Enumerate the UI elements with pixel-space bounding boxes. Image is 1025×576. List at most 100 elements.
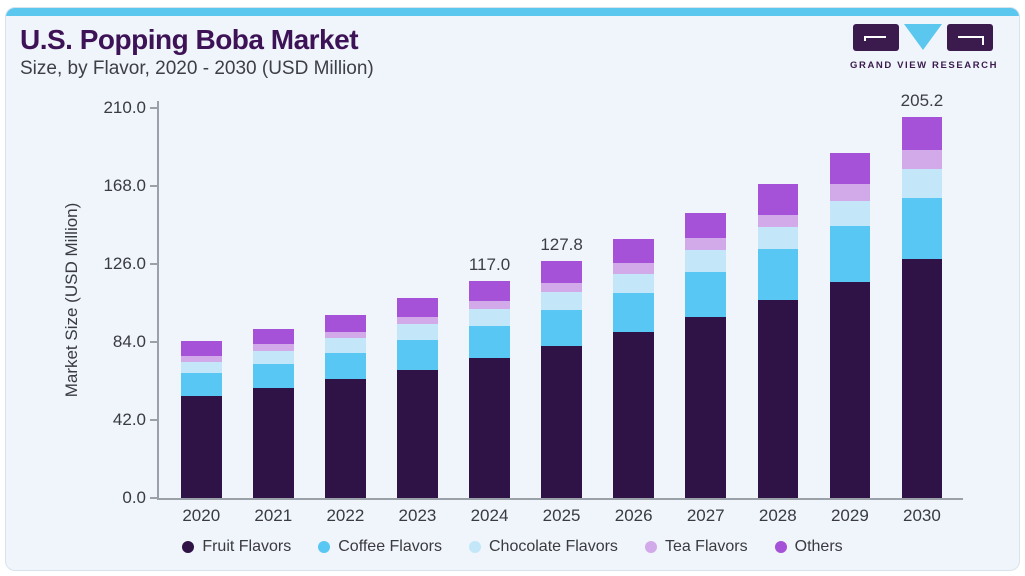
bar-2029-segment-chocolate-flavors [829,200,871,227]
bar-2024-segment-tea-flavors [469,300,510,310]
x-tick-label: 2028 [758,506,797,525]
y-tick-label: 0.0 [122,488,146,507]
bar-2021-segment-tea-flavors [253,344,294,352]
bar-2029-segment-others [829,152,871,185]
logo-r-glyph [958,36,984,45]
bar-2022-segment-coffee-flavors [325,352,366,379]
bar-2020-segment-chocolate-flavors [181,362,222,374]
x-axis-line [157,498,963,500]
legend-swatch-icon [644,541,657,553]
logo-v-icon [904,24,942,50]
bar-2030-segment-fruit-flavors [901,259,943,498]
bar-2025-segment-others [541,260,582,283]
legend-label: Coffee Flavors [338,538,442,555]
legend-item-chocolate-flavors: Chocolate Flavors [468,538,618,556]
legend-swatch-icon [774,541,787,553]
bar-2024-segment-chocolate-flavors [469,309,510,327]
legend-swatch-icon [318,541,331,553]
bar-2026-segment-fruit-flavors [613,332,654,498]
bar-2027-segment-tea-flavors [685,238,726,251]
bar-2028-segment-chocolate-flavors [757,227,799,249]
legend-item-others: Others [774,538,843,556]
x-tick-label: 2030 [903,506,941,525]
bar-2028-segment-fruit-flavors [757,300,799,498]
bar-2028-segment-coffee-flavors [757,248,799,301]
bar-2023-segment-coffee-flavors [397,340,438,370]
legend-label: Chocolate Flavors [488,538,618,555]
bar-2020-segment-tea-flavors [181,355,222,363]
y-tick-mark [150,107,157,109]
bar-2022-segment-fruit-flavors [325,378,366,498]
y-tick-mark [150,185,157,187]
bar-2025-segment-coffee-flavors [541,310,582,347]
bar-2028-segment-tea-flavors [757,214,799,228]
bar-2022-segment-others [325,314,366,333]
bar-2020-segment-fruit-flavors [181,395,222,498]
bar-2027-segment-others [685,212,726,239]
bar-2027-segment-fruit-flavors [685,317,726,498]
bar-2021-segment-coffee-flavors [253,363,294,389]
bar-2023-segment-others [397,297,438,317]
gvr-logo-marks [853,24,993,51]
y-tick-label: 42.0 [112,410,146,429]
y-axis-title: Market Size (USD Million) [62,202,81,398]
legend-item-tea-flavors: Tea Flavors [644,538,748,556]
legend-swatch-icon [468,541,481,553]
gvr-logo: GRAND VIEW RESEARCH [850,24,998,71]
bar-2024-segment-others [469,280,510,301]
bar-2024-segment-coffee-flavors [469,326,510,358]
legend-label: Others [794,538,843,555]
x-tick-label: 2029 [830,506,869,525]
y-tick-mark [150,419,157,421]
bar-2029-segment-tea-flavors [829,184,871,201]
x-tick-label: 2021 [254,506,293,525]
x-tick-label: 2022 [326,506,365,525]
bar-2023-segment-tea-flavors [397,316,438,325]
bar-2020-segment-others [181,340,222,356]
y-tick-label: 210.0 [103,98,146,117]
bar-2021-segment-others [253,329,294,345]
bar-2021-segment-chocolate-flavors [253,351,294,364]
bar-2030-segment-chocolate-flavors [901,168,943,199]
logo-g-glyph [864,36,886,41]
legend-item-fruit-flavors: Fruit Flavors [182,538,291,556]
legend-swatch-icon [182,541,195,553]
bar-2023-segment-chocolate-flavors [397,324,438,341]
y-tick-label: 84.0 [112,332,146,351]
bar-2026-segment-tea-flavors [613,263,654,275]
y-tick-label: 168.0 [103,176,146,195]
x-tick-label: 2023 [398,506,437,525]
legend-label: Fruit Flavors [202,538,292,555]
x-tick-label: 2025 [542,506,581,525]
x-tick-label: 2026 [614,506,653,525]
x-tick-label: 2020 [182,506,221,525]
bar-2022-segment-chocolate-flavors [325,338,366,353]
y-tick-mark [150,341,157,343]
bar-2029-segment-fruit-flavors [829,282,871,498]
y-tick-label: 126.0 [103,254,146,273]
bar-2025-segment-fruit-flavors [541,346,582,498]
bar-total-label: 127.8 [540,234,583,254]
x-tick-label: 2024 [470,506,509,525]
bar-2027-segment-coffee-flavors [685,272,726,318]
bar-2026-segment-coffee-flavors [613,292,654,333]
page-title: U.S. Popping Boba Market [20,24,359,55]
bar-2030-segment-tea-flavors [901,150,943,169]
y-tick-mark [150,497,157,499]
legend-item-coffee-flavors: Coffee Flavors [318,538,442,556]
accent-top-bar [6,8,1019,16]
bar-2023-segment-fruit-flavors [397,369,438,498]
bar-2026-segment-chocolate-flavors [613,274,654,293]
bar-2025-segment-chocolate-flavors [541,291,582,311]
bar-2022-segment-tea-flavors [325,332,366,339]
bar-2028-segment-others [757,184,799,215]
bar-2024-segment-fruit-flavors [469,357,510,498]
logo-text: GRAND VIEW RESEARCH [850,60,999,71]
bar-2030-segment-others [901,116,943,151]
y-tick-mark [150,263,157,265]
bar-total-label: 205.2 [900,90,944,110]
bar-2026-segment-others [613,238,654,264]
bar-2020-segment-coffee-flavors [181,373,222,396]
bar-2021-segment-fruit-flavors [253,388,294,498]
